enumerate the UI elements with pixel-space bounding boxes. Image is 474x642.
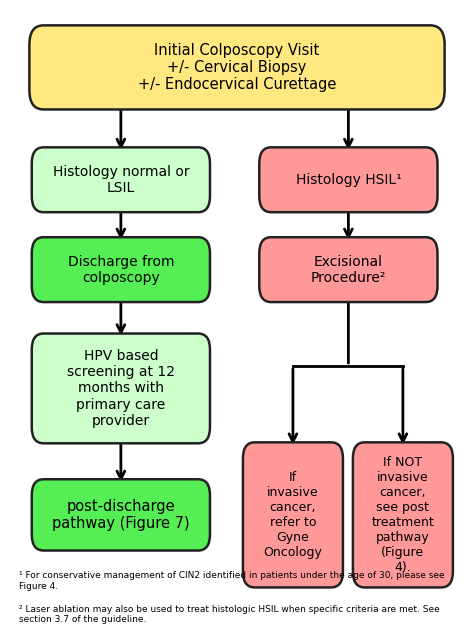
Text: Initial Colposcopy Visit
+/- Cervical Biopsy
+/- Endocervical Curettage: Initial Colposcopy Visit +/- Cervical Bi… bbox=[138, 42, 336, 92]
Text: If NOT
invasive
cancer,
see post
treatment
pathway
(Figure
4).: If NOT invasive cancer, see post treatme… bbox=[372, 456, 434, 574]
Text: Discharge from
colposcopy: Discharge from colposcopy bbox=[68, 254, 174, 285]
Text: HPV based
screening at 12
months with
primary care
provider: HPV based screening at 12 months with pr… bbox=[67, 349, 175, 428]
Text: ¹ For conservative management of CIN2 identified in patients under the age of 30: ¹ For conservative management of CIN2 id… bbox=[19, 571, 445, 591]
FancyBboxPatch shape bbox=[353, 442, 453, 587]
FancyBboxPatch shape bbox=[259, 148, 438, 212]
Text: Excisional
Procedure²: Excisional Procedure² bbox=[310, 254, 386, 285]
FancyBboxPatch shape bbox=[243, 442, 343, 587]
FancyBboxPatch shape bbox=[29, 26, 445, 110]
Text: If
invasive
cancer,
refer to
Gyne
Oncology: If invasive cancer, refer to Gyne Oncolo… bbox=[264, 471, 322, 559]
FancyBboxPatch shape bbox=[32, 334, 210, 443]
Text: post-discharge
pathway (Figure 7): post-discharge pathway (Figure 7) bbox=[52, 499, 190, 531]
Text: Histology HSIL¹: Histology HSIL¹ bbox=[295, 173, 401, 187]
FancyBboxPatch shape bbox=[32, 479, 210, 550]
Text: ² Laser ablation may also be used to treat histologic HSIL when specific criteri: ² Laser ablation may also be used to tre… bbox=[19, 605, 440, 624]
FancyBboxPatch shape bbox=[32, 238, 210, 302]
Text: Histology normal or
LSIL: Histology normal or LSIL bbox=[53, 164, 189, 195]
FancyBboxPatch shape bbox=[259, 238, 438, 302]
FancyBboxPatch shape bbox=[32, 148, 210, 212]
